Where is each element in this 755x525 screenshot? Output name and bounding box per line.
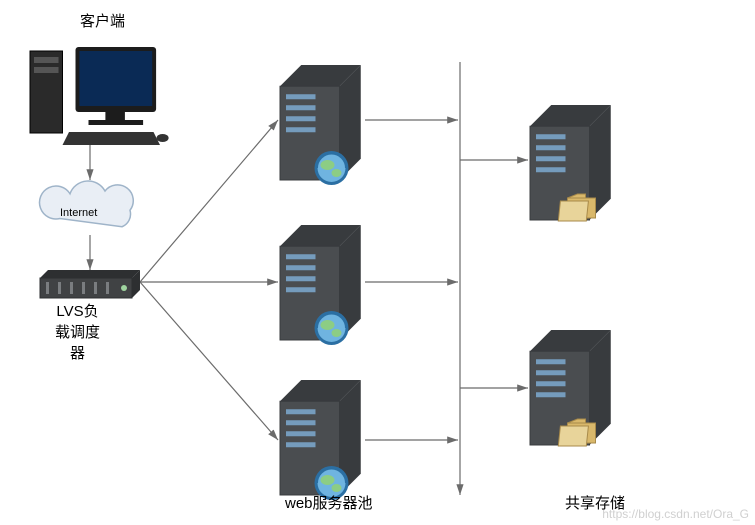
store1-node	[530, 105, 611, 221]
internet-label: Internet	[60, 207, 97, 219]
lvs-label: LVS负 载调度 器	[55, 300, 100, 363]
cloud-node	[40, 181, 134, 227]
web1-node	[280, 65, 361, 185]
client-label: 客户端	[80, 10, 125, 31]
web3-node	[280, 380, 361, 500]
lvs-node	[40, 270, 140, 298]
diagram-canvas	[0, 0, 755, 525]
watermark-text: https://blog.csdn.net/Ora_G	[602, 507, 749, 521]
web-pool-label: web服务器池	[285, 492, 373, 513]
web2-node	[280, 225, 361, 345]
store2-node	[530, 330, 611, 446]
client-node	[30, 47, 169, 145]
